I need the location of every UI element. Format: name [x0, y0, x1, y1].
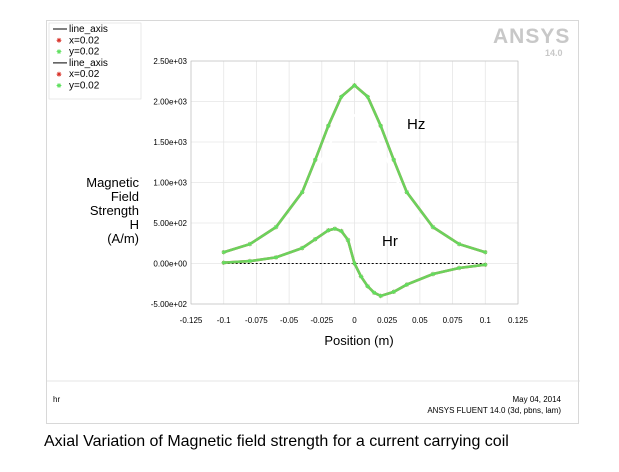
legend-label: line_axis	[69, 58, 108, 69]
data-point	[299, 245, 305, 251]
legend-swatch-marker	[56, 83, 62, 88]
y-tick-label: 0.00e+00	[153, 260, 187, 269]
ansys-logo: ANSYS 14.0	[493, 25, 570, 58]
figure-caption: Axial Variation of Magnetic field streng…	[44, 433, 509, 450]
data-point	[339, 228, 344, 234]
chart: -5.00e+02 0.00e+00 5.00e+02 1.00e+03 1.50e+0…	[47, 22, 580, 415]
x-tick-label: 0.075	[443, 316, 464, 325]
y-tick-label: 2.50e+03	[153, 57, 187, 66]
data-point	[352, 261, 357, 266]
data-point	[365, 283, 370, 289]
x-tick-label: 0.05	[412, 316, 428, 325]
hr-annotation: Hr	[382, 233, 398, 250]
footer-left-label: hr	[53, 395, 60, 404]
x-tick-label: -0.075	[245, 316, 268, 325]
y-axis-title-line-2: Field	[111, 189, 139, 204]
data-point	[404, 190, 410, 195]
footer-product: ANSYS FLUENT 14.0 (3d, pbns, lam)	[427, 406, 561, 415]
legend-swatch-marker	[56, 71, 62, 77]
data-point	[430, 224, 436, 230]
data-point	[313, 157, 318, 163]
data-point	[483, 249, 488, 255]
x-axis-title: Position (m)	[324, 333, 393, 348]
legend-swatch-marker	[56, 37, 62, 43]
data-point	[483, 262, 488, 267]
legend-swatch-marker	[56, 49, 62, 54]
data-point	[371, 290, 377, 295]
data-point	[378, 123, 383, 128]
y-tick-label: -5.00e+02	[151, 300, 188, 309]
data-point	[391, 157, 396, 163]
data-point	[378, 293, 383, 299]
data-point	[404, 282, 410, 287]
y-tick-label: 5.00e+02	[153, 219, 187, 228]
data-point	[247, 258, 253, 264]
x-tick-label: -0.05	[280, 316, 299, 325]
y-axis-title-line-5: (A/m)	[107, 231, 139, 246]
legend-box	[48, 22, 142, 100]
data-point	[221, 260, 226, 265]
y-tick-label: 2.00e+03	[153, 98, 187, 107]
x-axis-ticks: -0.125 -0.1 -0.075 -0.05 -0.025 0 0.025 0.05 0.0…	[180, 316, 529, 325]
y-axis-title-line-1: Magnetic	[86, 175, 139, 190]
legend-label: y=0.02	[69, 81, 100, 92]
legend-label: x=0.02	[69, 35, 100, 46]
logo-version: 14.0	[545, 48, 563, 58]
series-layer	[221, 83, 488, 299]
data-point	[391, 289, 396, 295]
y-axis-title-line-4: H	[130, 217, 139, 232]
x-tick-label: -0.025	[310, 316, 333, 325]
data-point	[339, 94, 344, 99]
series-hz-line-axis	[223, 113, 486, 255]
x-tick-label: -0.125	[180, 316, 203, 325]
series-hr-y-0-02	[221, 226, 488, 299]
x-tick-label: 0	[352, 316, 357, 325]
x-tick-label: 0.1	[480, 316, 492, 325]
data-point	[326, 228, 331, 233]
x-tick-label: 0.125	[508, 316, 529, 325]
data-point	[345, 237, 351, 243]
data-point	[221, 249, 226, 255]
plot-window: -5.00e+02 0.00e+00 5.00e+02 1.00e+03 1.50e+0…	[46, 20, 580, 424]
y-axis-title: Magnetic Field Strength H (A/m)	[86, 175, 139, 246]
data-point	[313, 237, 318, 242]
x-tick-label: 0.025	[377, 316, 398, 325]
plot-area	[190, 60, 519, 305]
data-point	[352, 83, 357, 88]
series-hz-y-0-02	[221, 83, 488, 255]
data-point	[358, 274, 364, 279]
data-point	[273, 224, 279, 230]
data-point	[273, 255, 279, 260]
hz-annotation: Hz	[407, 116, 425, 133]
footer-date: May 04, 2014	[513, 395, 562, 404]
data-point	[326, 123, 331, 128]
data-point	[299, 190, 305, 195]
data-point	[365, 94, 370, 99]
y-axis-title-line-3: Strength	[90, 203, 139, 218]
data-point	[430, 271, 436, 277]
y-axis-ticks: -5.00e+02 0.00e+00 5.00e+02 1.00e+03 1.50e+0…	[151, 57, 188, 309]
y-tick-label: 1.00e+03	[153, 179, 187, 188]
data-point	[247, 241, 253, 247]
data-point	[456, 241, 462, 247]
logo-brand: ANSYS	[493, 25, 570, 48]
series-line	[223, 113, 486, 255]
data-point	[332, 226, 338, 231]
legend-label: x=0.02	[69, 69, 100, 80]
y-tick-label: 1.50e+03	[153, 138, 187, 147]
x-tick-label: -0.1	[217, 316, 231, 325]
data-point	[456, 265, 462, 271]
legend: line_axisx=0.02y=0.02line_axisx=0.02y=0.…	[48, 22, 142, 100]
legend-label: line_axis	[69, 24, 108, 35]
legend-label: y=0.02	[69, 47, 100, 58]
